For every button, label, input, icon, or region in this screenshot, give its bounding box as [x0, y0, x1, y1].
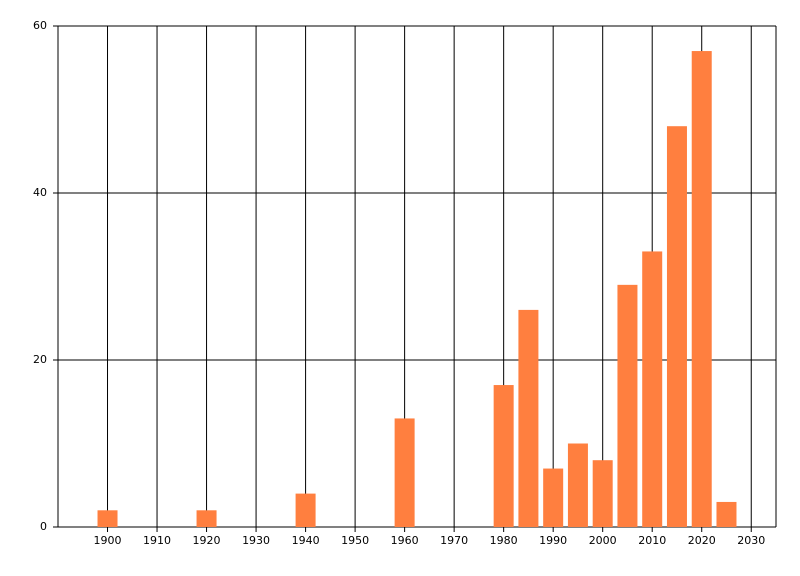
y-tick-label: 20 [33, 353, 47, 366]
bar [666, 126, 687, 527]
bar [196, 510, 217, 527]
bar [543, 468, 564, 527]
x-tick-label: 1920 [193, 534, 221, 547]
x-tick-label: 1960 [391, 534, 419, 547]
x-tick-label: 2020 [688, 534, 716, 547]
y-tick-label: 0 [40, 520, 47, 533]
bar [592, 460, 613, 527]
x-tick-label: 2000 [589, 534, 617, 547]
bar [691, 51, 712, 528]
y-tick-label: 40 [33, 186, 47, 199]
x-tick-label: 1900 [94, 534, 122, 547]
x-tick-label: 1910 [143, 534, 171, 547]
bar [97, 510, 118, 527]
x-tick-label: 1990 [539, 534, 567, 547]
bar [518, 309, 539, 527]
x-tick-label: 2030 [737, 534, 765, 547]
x-tick-label: 1940 [292, 534, 320, 547]
bar [295, 493, 316, 527]
bar [493, 385, 514, 527]
x-tick-label: 1930 [242, 534, 270, 547]
bar [716, 501, 737, 527]
bar [642, 251, 663, 527]
x-tick-label: 1980 [490, 534, 518, 547]
bar [567, 443, 588, 527]
bar [617, 284, 638, 527]
x-tick-label: 1950 [341, 534, 369, 547]
bar [394, 418, 415, 527]
x-tick-label: 1970 [440, 534, 468, 547]
x-tick-label: 2010 [638, 534, 666, 547]
y-tick-label: 60 [33, 19, 47, 32]
